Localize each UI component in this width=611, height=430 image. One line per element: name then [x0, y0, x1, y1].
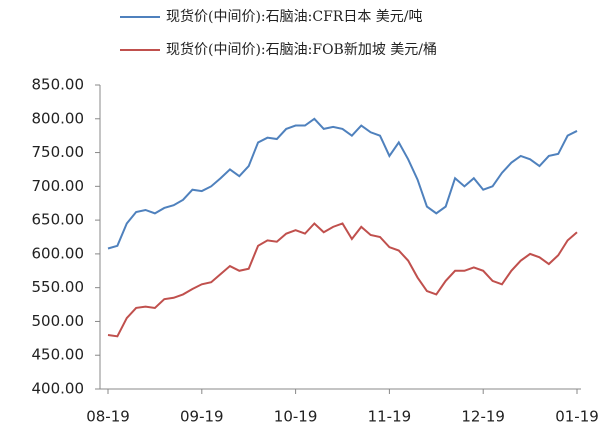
series-line	[107, 117, 578, 250]
y-tick-label: 450.00	[32, 346, 85, 364]
y-tick-label: 600.00	[32, 244, 85, 262]
y-tick-label: 800.00	[32, 109, 85, 127]
y-tick-label: 650.00	[32, 211, 85, 229]
y-tick-label: 500.00	[32, 312, 85, 330]
y-tick-label: 700.00	[32, 177, 85, 195]
y-tick-label: 400.00	[32, 380, 85, 398]
series-line	[107, 222, 578, 338]
y-tick-label: 850.00	[32, 76, 85, 94]
legend-label: 现货价(中间价):石脑油:FOB新加坡 美元/桶	[166, 41, 437, 58]
x-tick-label: 08-19	[86, 408, 130, 426]
x-tick-label: 11-19	[368, 408, 412, 426]
y-tick-label: 550.00	[32, 278, 85, 296]
x-tick-label: 12-19	[461, 408, 505, 426]
legend-label: 现货价(中间价):石脑油:CFR日本 美元/吨	[166, 8, 423, 25]
x-tick-label: 10-19	[274, 408, 318, 426]
y-tick-label: 750.00	[32, 143, 85, 161]
x-tick-label: 01-19	[555, 408, 599, 426]
x-tick-label: 09-19	[180, 408, 224, 426]
